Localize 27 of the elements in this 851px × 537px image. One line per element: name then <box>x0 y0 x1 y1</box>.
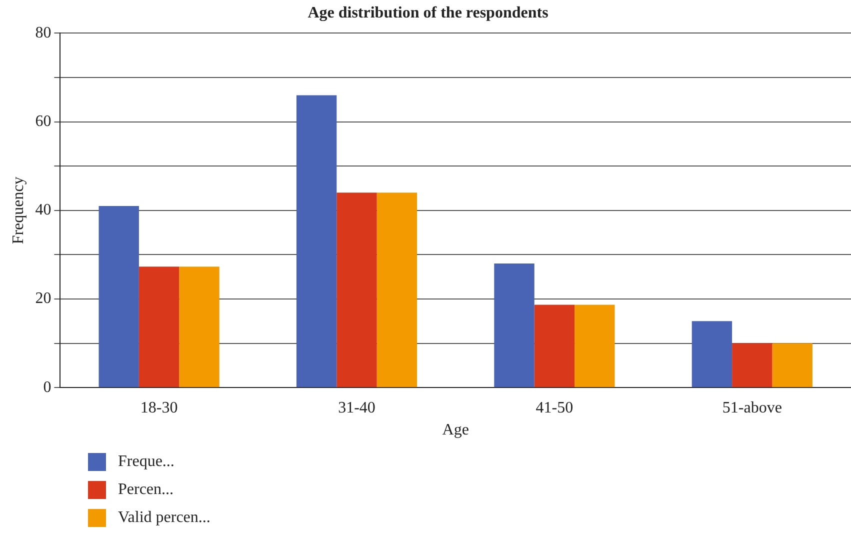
bar <box>534 304 575 388</box>
x-tick-label: 18-30 <box>140 399 178 416</box>
bar <box>296 95 337 388</box>
y-tick-label: 20 <box>35 290 52 308</box>
bar <box>772 343 812 388</box>
x-tick-label: 51-above <box>722 399 782 416</box>
chart-title: Age distribution of the respondents <box>308 4 548 22</box>
legend-label: Freque... <box>118 453 174 471</box>
y-tick-label: 40 <box>35 202 52 219</box>
legend-label: Valid percen... <box>118 509 210 527</box>
y-tick-label: 0 <box>43 378 52 396</box>
bar <box>179 266 220 388</box>
x-tick-label: 41-50 <box>536 399 574 416</box>
bar <box>494 264 534 388</box>
bar <box>336 192 377 388</box>
y-tick-label: 60 <box>35 113 52 130</box>
x-tick-label: 31-40 <box>338 399 376 416</box>
bar <box>574 304 615 388</box>
x-axis-title: Age <box>442 422 469 439</box>
bar <box>376 192 418 388</box>
bar <box>692 321 732 388</box>
y-tick-label: 80 <box>35 24 52 42</box>
y-axis-title: Frequency <box>10 176 27 244</box>
bar <box>138 266 180 388</box>
bar <box>732 343 772 388</box>
bar <box>98 206 139 388</box>
legend-label: Percen... <box>118 481 174 499</box>
